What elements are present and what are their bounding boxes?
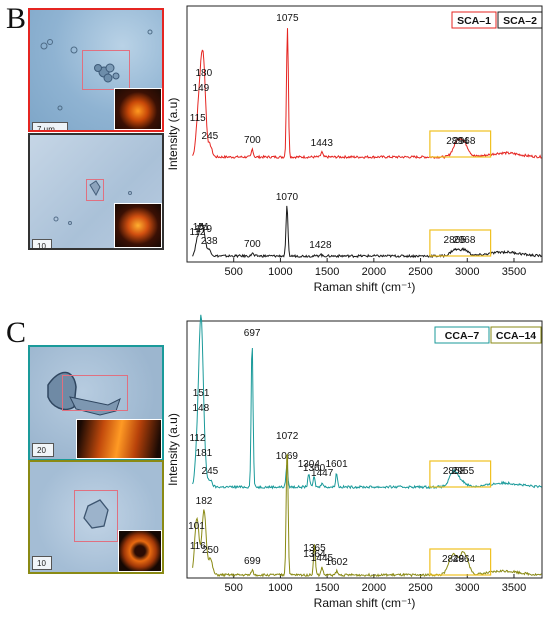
peak-label: 2858: [443, 466, 466, 477]
highlight-box: [429, 229, 492, 257]
x-tick-label: 2500: [408, 266, 432, 278]
x-tick-label: 2000: [362, 266, 386, 278]
legend-label: SCA–1: [457, 15, 491, 27]
peak-label: 112: [189, 433, 205, 444]
peak-label: 151: [193, 222, 210, 233]
roi-box: [86, 179, 104, 201]
highlight-box: [429, 460, 492, 488]
peak-label: 179: [195, 224, 212, 235]
peak-label: 149: [193, 83, 210, 94]
fluorescence-inset: [114, 88, 162, 130]
x-tick-label: 1500: [315, 266, 339, 278]
legend-box: [434, 326, 490, 344]
micrograph-sca2: 10 µm: [28, 133, 164, 250]
x-tick-label: 500: [225, 266, 243, 278]
scale-bar: 20 µm: [32, 443, 54, 457]
legend-box: [490, 326, 542, 344]
peak-label: 180: [195, 68, 212, 79]
scale-bar: 7 µm: [32, 122, 68, 130]
roi-box: [74, 490, 118, 542]
peak-label: 700: [244, 135, 261, 146]
peak-label: 1304: [298, 459, 321, 470]
particle-cluster-icon: [40, 29, 153, 111]
y-axis-label: Intensity (a.u): [166, 413, 180, 486]
fluorescence-inset: [114, 203, 162, 248]
peak-label: 181: [196, 448, 213, 459]
peak-label: 1070: [276, 192, 299, 203]
spectrum-line: [192, 314, 542, 490]
x-tick-label: 2000: [362, 582, 386, 594]
peak-label: 2865: [444, 235, 467, 246]
roi-box: [62, 375, 128, 411]
peak-label: 1601: [325, 459, 348, 470]
legend-label: CCA–7: [445, 330, 480, 342]
fluorescence-inset: [76, 419, 162, 459]
scale-bar: 10 µm: [32, 556, 52, 570]
x-axis-label: Raman shift (cm⁻¹): [314, 280, 416, 294]
plot-frame: [186, 5, 543, 263]
crystal-icon: [83, 499, 109, 529]
peak-label: 115: [190, 113, 206, 124]
peak-label: 151: [193, 388, 210, 399]
peak-label: 116: [190, 541, 206, 552]
scale-bar: 10 µm: [32, 239, 52, 248]
micrograph-cca14: 10 µm: [28, 460, 164, 574]
x-tick-label: 3000: [455, 266, 479, 278]
x-tick-label: 3000: [455, 582, 479, 594]
panel-letter-b: B: [6, 2, 27, 35]
peak-label: 2848: [442, 554, 465, 565]
peak-label: 1602: [326, 557, 349, 568]
spectrum-line: [192, 453, 542, 578]
legend-label: SCA–2: [503, 15, 537, 27]
peak-label: 245: [202, 131, 219, 142]
micrograph-sca1: 7 µm: [28, 8, 164, 132]
x-tick-label: 500: [225, 582, 243, 594]
peak-label: 101: [188, 521, 205, 532]
peak-label: 2968: [453, 136, 476, 147]
peak-label: 700: [244, 239, 261, 250]
peak-label: 1075: [276, 13, 299, 24]
peak-label: 2894: [446, 136, 469, 147]
legend-label: CCA–14: [496, 330, 536, 342]
x-tick-label: 3500: [502, 582, 526, 594]
peak-label: 238: [201, 236, 218, 247]
highlight-box: [429, 548, 492, 576]
x-tick-label: 1000: [268, 582, 292, 594]
legend-box: [451, 11, 497, 29]
spectrum-line: [192, 205, 542, 259]
y-axis-label: Intensity (a.u): [166, 98, 180, 171]
peak-label: 148: [192, 403, 209, 414]
roi-box: [82, 50, 130, 90]
x-tick-label: 1000: [268, 266, 292, 278]
highlight-box: [429, 130, 492, 158]
peak-label: 182: [196, 496, 213, 507]
peak-label: 1428: [309, 240, 332, 251]
x-tick-label: 3500: [502, 266, 526, 278]
peak-label: 1072: [276, 431, 299, 442]
peak-label: 1360: [303, 463, 326, 474]
legend-box: [497, 11, 543, 29]
peak-label: 1443: [311, 138, 334, 149]
plot-frame: [186, 320, 543, 579]
peak-label: 112: [189, 227, 205, 238]
peak-label: 699: [244, 556, 261, 567]
peak-label: 1445: [311, 553, 334, 564]
peak-label: 245: [202, 466, 219, 477]
spectrum-line: [192, 28, 542, 160]
x-tick-label: 1500: [315, 582, 339, 594]
peak-label: 2968: [453, 235, 476, 246]
x-axis-label: Raman shift (cm⁻¹): [314, 596, 416, 610]
peak-label: 697: [244, 328, 261, 339]
panel-letter-c: C: [6, 316, 27, 349]
x-tick-label: 2500: [408, 582, 432, 594]
peak-label: 1447: [311, 468, 334, 479]
peak-label: 1365: [303, 543, 326, 554]
fluorescence-inset: [118, 530, 162, 572]
micrograph-cca7: 20 µm: [28, 345, 164, 461]
peak-label: 1364: [303, 549, 326, 560]
peak-label: 2964: [453, 554, 476, 565]
peak-label: 250: [202, 545, 219, 556]
peak-label: 2955: [452, 466, 475, 477]
